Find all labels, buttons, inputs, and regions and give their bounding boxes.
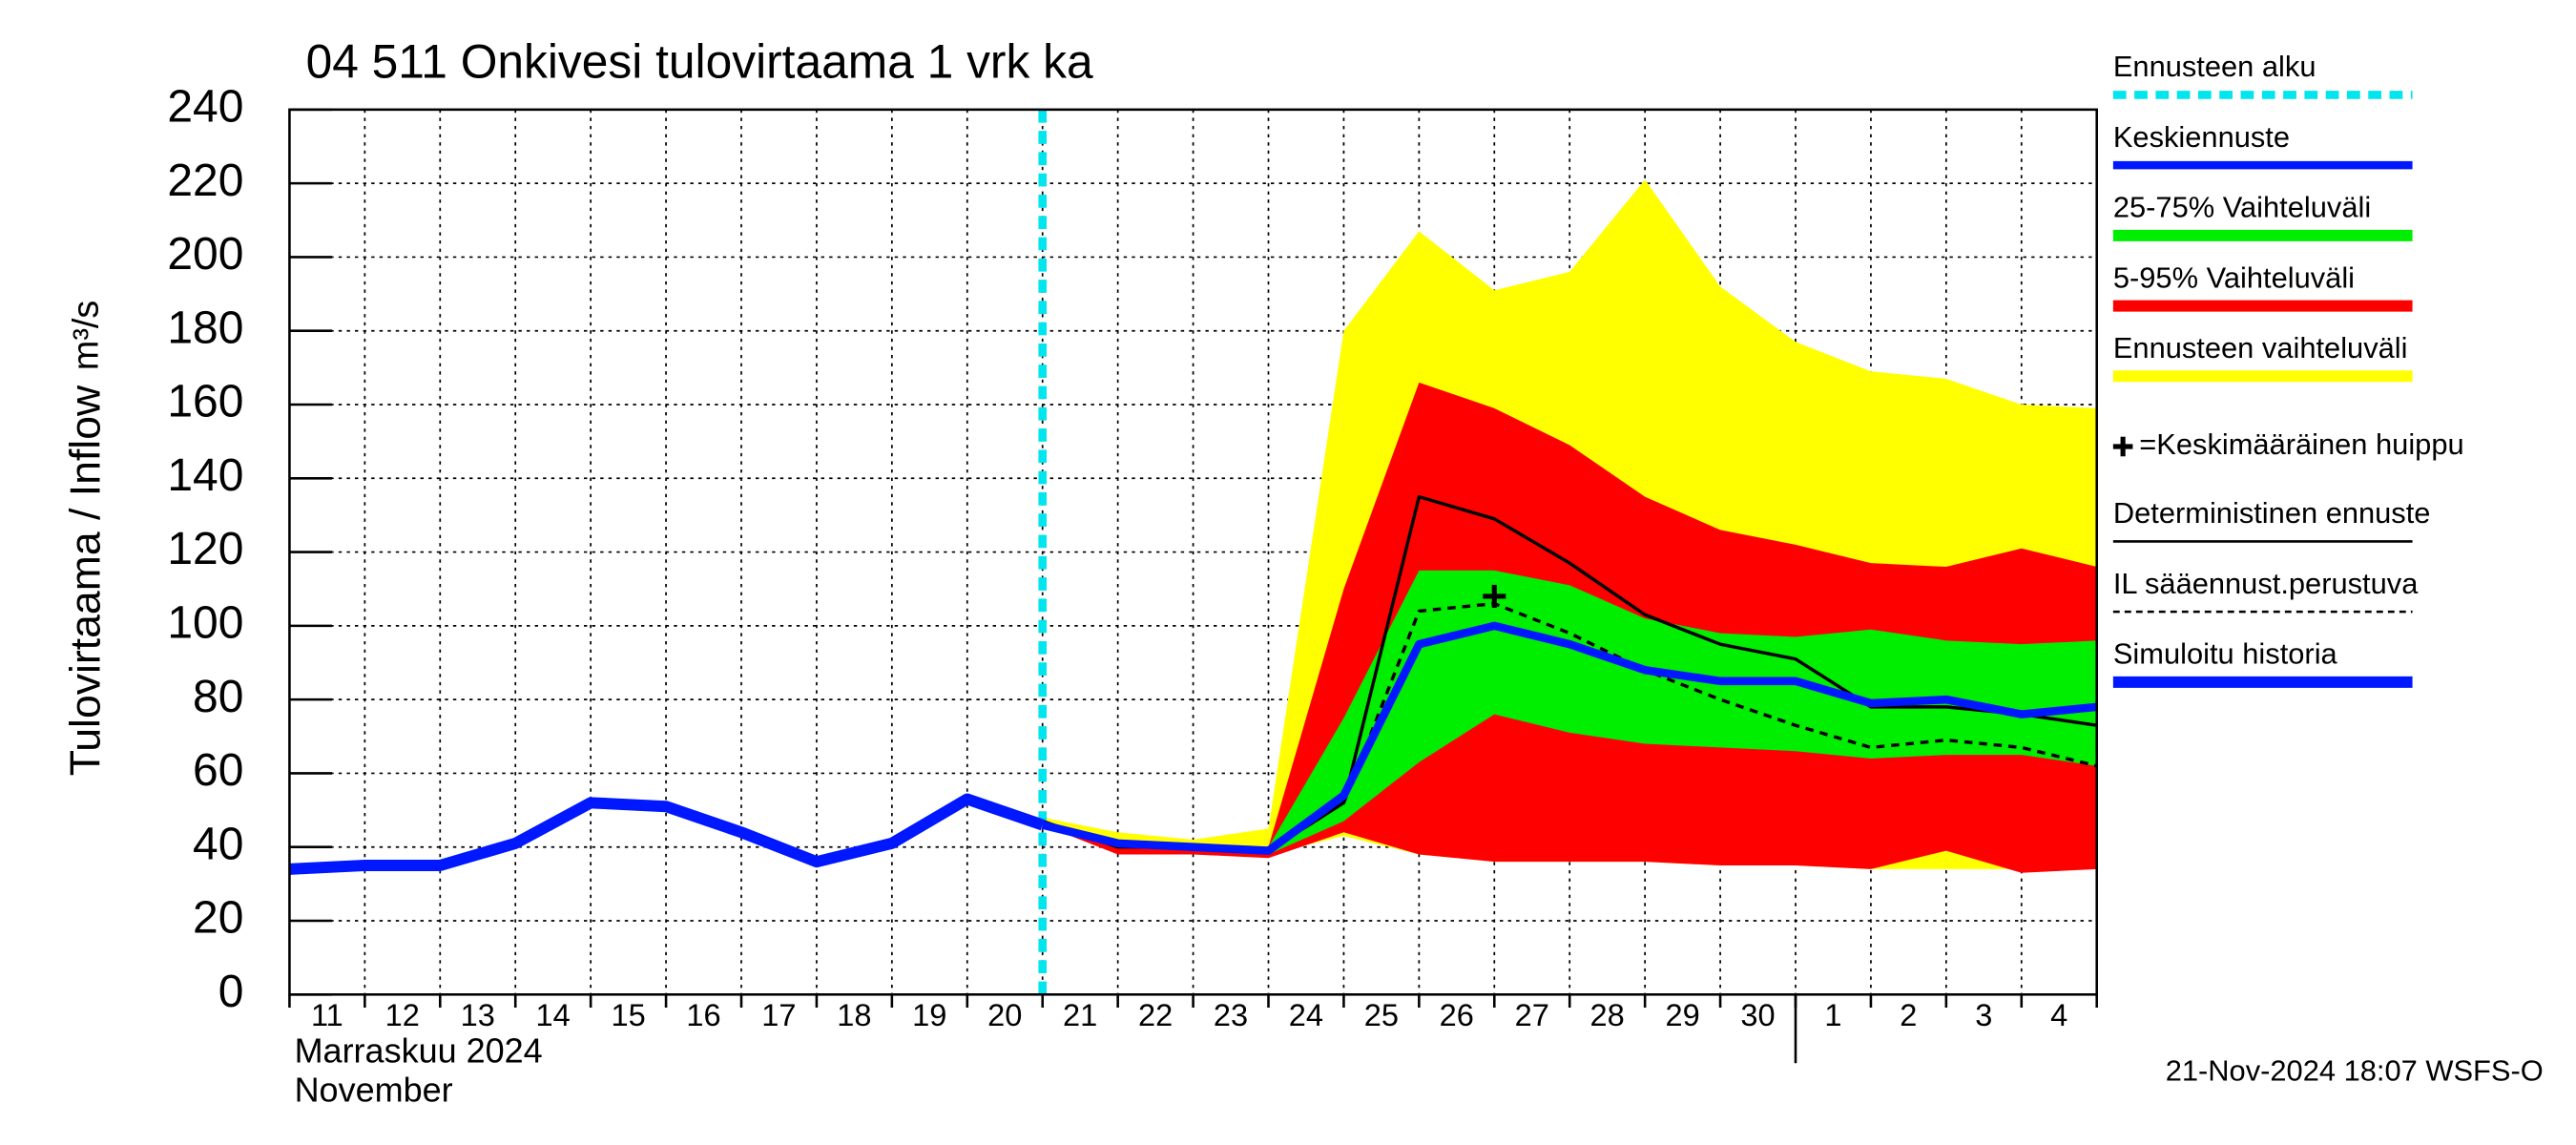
x-tick-label: 23	[1214, 998, 1248, 1032]
x-axis-label: Marraskuu 2024	[295, 1031, 543, 1071]
y-tick-label: 100	[167, 598, 243, 649]
y-tick-label: 20	[193, 893, 243, 944]
y-tick-label: 0	[218, 967, 244, 1017]
y-tick-label: 40	[193, 819, 243, 869]
x-tick-label: 12	[385, 998, 420, 1032]
y-tick-label: 60	[193, 745, 243, 796]
y-tick-label: 140	[167, 450, 243, 501]
x-tick-label: 4	[2050, 998, 2067, 1032]
y-tick-label: 220	[167, 156, 243, 206]
legend-label: Deterministinen ennuste	[2113, 496, 2431, 530]
x-tick-label: 2	[1900, 998, 1917, 1032]
legend-label: =Keskimääräinen huippu	[2139, 427, 2463, 461]
y-tick-label: 200	[167, 229, 243, 280]
x-tick-label: 24	[1289, 998, 1323, 1032]
plot-frame	[288, 108, 2098, 996]
legend-label: Keskiennuste	[2113, 120, 2290, 154]
x-tick-label: 29	[1665, 998, 1699, 1032]
x-tick-label: 19	[912, 998, 946, 1032]
x-tick-label: 13	[461, 998, 495, 1032]
x-tick-label: 14	[536, 998, 571, 1032]
y-tick-label: 180	[167, 302, 243, 353]
line	[289, 793, 1045, 875]
line	[1267, 601, 2098, 853]
x-tick-label: 25	[1364, 998, 1399, 1032]
x-tick-label: 16	[686, 998, 720, 1032]
legend-label: IL sääennust.perustuva	[2113, 567, 2419, 600]
x-tick-label: 28	[1590, 998, 1625, 1032]
x-tick-label: 11	[311, 998, 343, 1032]
legend-label: Ennusteen alku	[2113, 50, 2316, 83]
line	[1041, 621, 2098, 855]
y-tick-label: 80	[193, 672, 243, 722]
x-tick-label: 26	[1440, 998, 1474, 1032]
legend-label: 25-75% Vaihteluväli	[2113, 191, 2371, 224]
chart-title: 04 511 Onkivesi tulovirtaama 1 vrk ka	[306, 35, 1093, 89]
y-axis-unit: m³/s	[66, 301, 106, 370]
x-tick-label: 18	[837, 998, 871, 1032]
y-tick-label: 120	[167, 524, 243, 574]
x-tick-label: 27	[1515, 998, 1549, 1032]
legend-label: Ennusteen vaihteluväli	[2113, 331, 2408, 364]
band	[1042, 570, 2097, 855]
x-tick-label: 20	[987, 998, 1022, 1032]
x-tick-label: 1	[1824, 998, 1841, 1032]
peak-marker	[1483, 584, 1506, 608]
legend-label: 5-95% Vaihteluväli	[2113, 260, 2355, 294]
x-axis-label-en: November	[295, 1071, 453, 1110]
legend-label: Simuloitu historia	[2113, 637, 2338, 671]
x-tick-label: 3	[1975, 998, 1992, 1032]
y-axis-label: Tulovirtaama / Inflow	[62, 385, 109, 776]
x-tick-label: 22	[1138, 998, 1173, 1032]
y-tick-label: 160	[167, 377, 243, 427]
peak-marker	[2112, 436, 2133, 457]
x-tick-label: 15	[611, 998, 645, 1032]
y-tick-label: 240	[167, 82, 243, 133]
x-tick-label: 30	[1740, 998, 1775, 1032]
x-tick-label: 17	[761, 998, 796, 1032]
x-tick-label: 21	[1063, 998, 1097, 1032]
footer: 21-Nov-2024 18:07 WSFS-O	[2166, 1054, 2544, 1088]
